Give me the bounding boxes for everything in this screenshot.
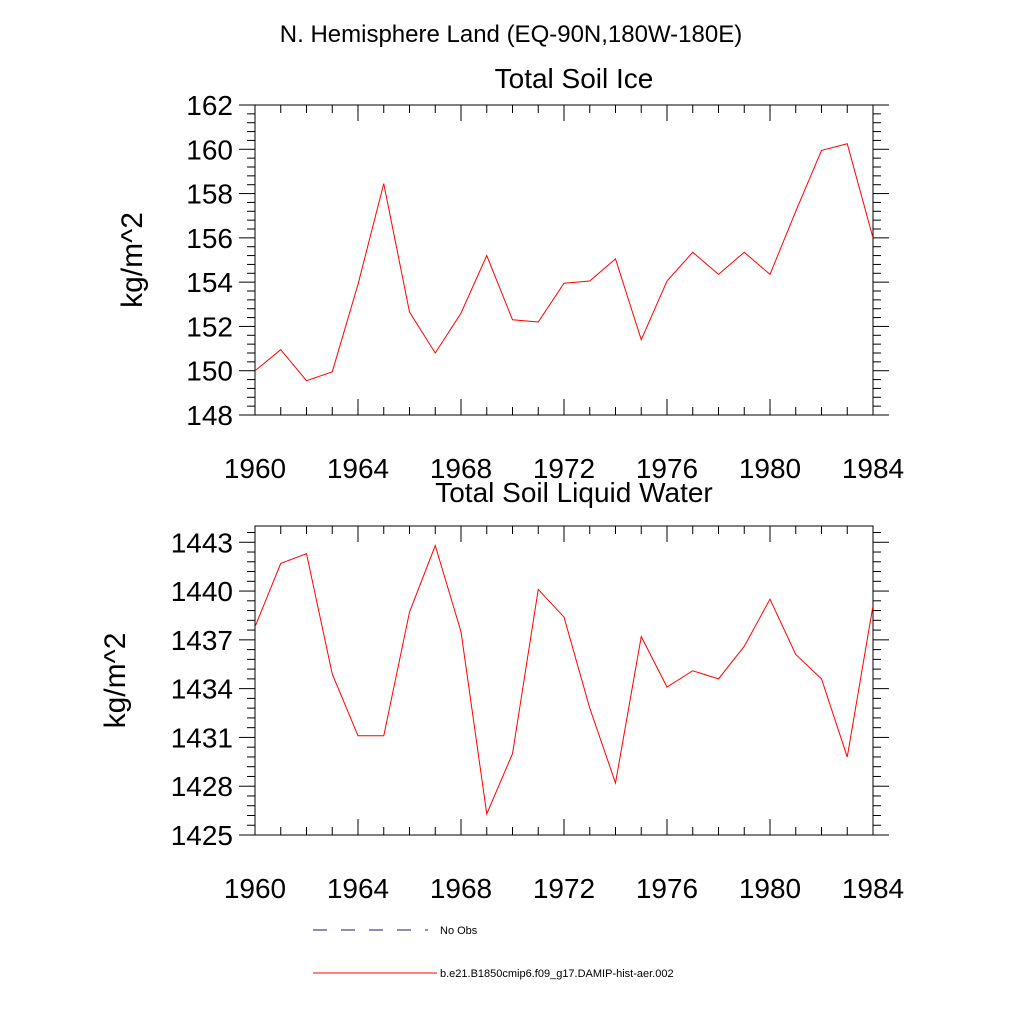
x-tick-label: 1972	[533, 873, 595, 904]
x-tick-label: 1980	[739, 873, 801, 904]
panel-1: Total Soil Ice 1960 1964 1968 1972 1976 1980 19…	[116, 63, 904, 484]
x-tick-label: 1968	[430, 873, 492, 904]
y-tick-label: 160	[186, 134, 233, 165]
y-tick-label: 1431	[171, 722, 233, 753]
y-tick-label: 1425	[171, 820, 233, 851]
y-tick-label: 1443	[171, 527, 233, 558]
panels: Total Soil Ice 1960 1964 1968 1972 1976 1980 19…	[99, 63, 904, 904]
y-tick-label: 1440	[171, 576, 233, 607]
x-tick-label: 1976	[636, 453, 698, 484]
legend: No Obs b.e21.B1850cmip6.f09_g17.DAMIP-his…	[313, 925, 674, 980]
legend-entry: No Obs	[313, 925, 478, 937]
y-tick-label: 1437	[171, 625, 233, 656]
legend-entry: b.e21.B1850cmip6.f09_g17.DAMIP-hist-aer.…	[313, 968, 674, 980]
plot-frame	[254, 104, 874, 416]
y-axis-label: kg/m^2	[116, 212, 149, 308]
x-tick-label: 1960	[224, 453, 286, 484]
panel-2: Total Soil Liquid Water 1960 1964 1968 1972 1…	[99, 477, 904, 904]
x-tick-label: 1968	[430, 453, 492, 484]
y-tick-label: 152	[186, 311, 233, 342]
y-tick-label: 150	[186, 356, 233, 387]
plot-frame	[254, 525, 874, 836]
series-line	[255, 143, 873, 382]
x-tick-label: 1964	[327, 873, 389, 904]
y-tick-label: 1434	[171, 674, 233, 705]
x-tick-label: 1964	[327, 453, 389, 484]
x-tick-label: 1976	[636, 873, 698, 904]
y-tick-label: 148	[186, 400, 233, 431]
y-tick-label: 158	[186, 179, 233, 210]
y-axis-label: kg/m^2	[99, 633, 132, 729]
series-line	[255, 543, 873, 816]
x-tick-label: 1972	[533, 453, 595, 484]
x-tick-label: 1984	[842, 453, 904, 484]
panel-title: Total Soil Liquid Water	[435, 477, 713, 508]
x-tick-label: 1984	[842, 873, 904, 904]
legend-label: b.e21.B1850cmip6.f09_g17.DAMIP-hist-aer.…	[440, 968, 674, 980]
y-tick-label: 156	[186, 223, 233, 254]
panel-title: Total Soil Ice	[495, 63, 654, 94]
y-tick-label: 162	[186, 90, 233, 121]
y-tick-label: 154	[186, 267, 233, 298]
y-tick-label: 1428	[171, 771, 233, 802]
legend-label: No Obs	[440, 925, 478, 937]
x-tick-label: 1960	[224, 873, 286, 904]
main-title: N. Hemisphere Land (EQ-90N,180W-180E)	[280, 21, 742, 48]
x-tick-label: 1980	[739, 453, 801, 484]
